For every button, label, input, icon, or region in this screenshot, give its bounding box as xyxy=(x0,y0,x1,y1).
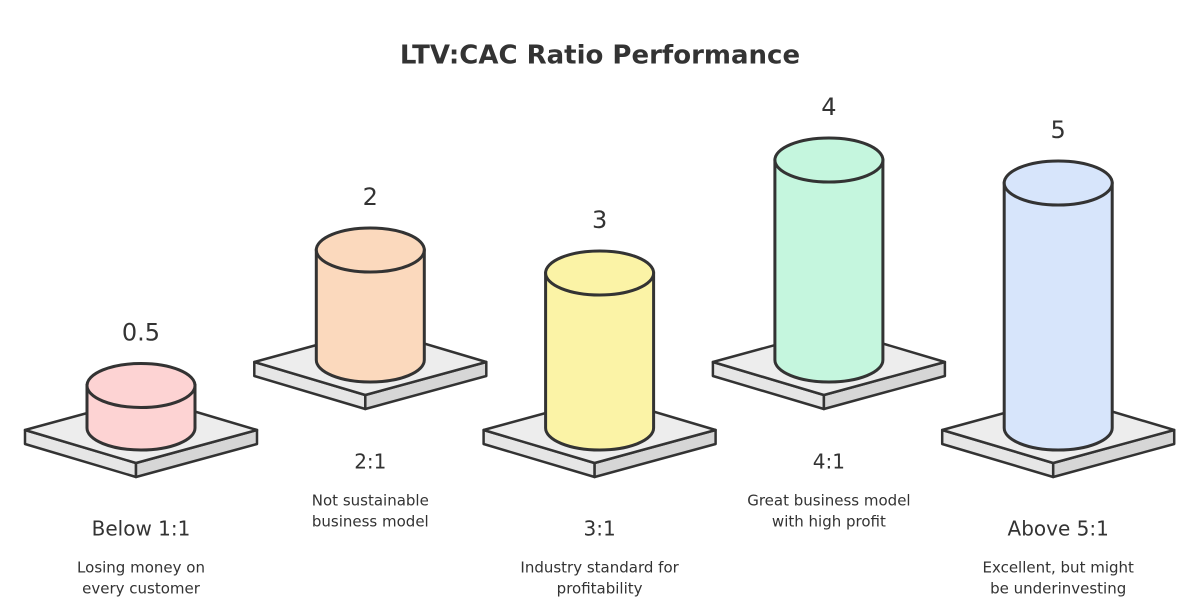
description: profitability xyxy=(557,580,643,598)
cylinder-top xyxy=(1002,159,1114,207)
description: be underinvesting xyxy=(990,580,1126,598)
chart-title: LTV:CAC Ratio Performance xyxy=(400,41,800,71)
value-label: 3 xyxy=(592,206,607,234)
value-label: 2 xyxy=(363,183,378,211)
description: every customer xyxy=(82,580,201,598)
category-label: 2:1 xyxy=(354,450,386,474)
category-label: 3:1 xyxy=(584,517,616,541)
cylinder-top xyxy=(773,136,885,184)
cylinder xyxy=(773,158,885,384)
cylinder-top xyxy=(85,362,197,409)
description: Excellent, but might xyxy=(982,559,1134,577)
value-label: 4 xyxy=(821,93,836,121)
cylinder xyxy=(544,271,656,452)
cylinder-top xyxy=(314,226,426,274)
cylinder xyxy=(314,248,426,384)
category-label: Above 5:1 xyxy=(1008,517,1109,541)
description: Industry standard for xyxy=(520,559,679,577)
description: with high profit xyxy=(772,513,886,531)
cylinder-top xyxy=(544,249,656,297)
category-label: Below 1:1 xyxy=(92,517,191,541)
value-label: 5 xyxy=(1051,116,1066,144)
description: Great business model xyxy=(747,492,910,510)
value-label: 0.5 xyxy=(122,319,160,347)
description: business model xyxy=(312,513,429,531)
description: Losing money on xyxy=(77,559,205,577)
cylinder xyxy=(1002,181,1114,452)
category-label: 4:1 xyxy=(813,450,845,474)
description: Not sustainable xyxy=(312,492,429,510)
